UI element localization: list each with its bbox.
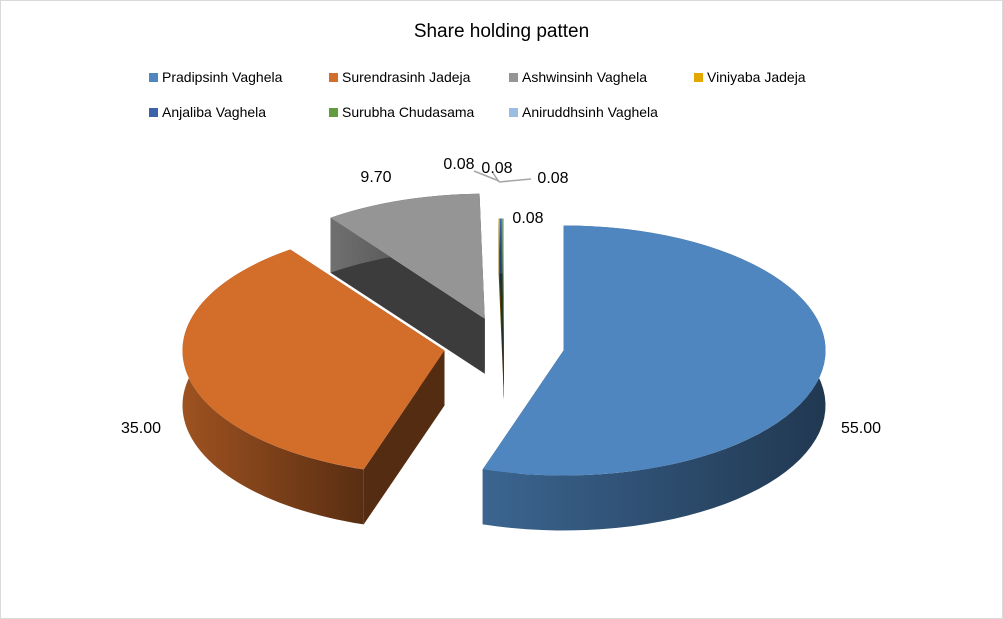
legend-item: Aniruddhsinh Vaghela [509,104,694,120]
legend-swatch [329,107,338,117]
legend-swatch [694,72,703,82]
data-label: 0.08 [512,210,543,227]
legend-item: Ashwinsinh Vaghela [509,69,694,85]
leader-line [498,178,532,183]
legend: Pradipsinh Vaghela Surendrasinh Jadeja Ash… [149,69,834,85]
data-label: 0.08 [481,160,512,177]
legend-item: Surendrasinh Jadeja [329,69,509,85]
slice-top [482,225,826,476]
legend: Anjaliba Vaghela Surubha Chudasama Anirudd… [149,104,694,120]
pie-slice [502,218,504,399]
data-label: 35.00 [121,420,161,437]
leader-line [492,172,500,183]
legend-item: Viniyaba Jadeja [694,69,834,85]
pie-slice [482,225,826,531]
pie-slice [182,249,445,525]
legend-item: Anjaliba Vaghela [149,104,329,120]
data-label: 0.08 [443,156,474,173]
legend-label: Aniruddhsinh Vaghela [522,104,658,120]
legend-label: Anjaliba Vaghela [162,104,267,120]
slice-top [182,249,445,470]
legend-label: Ashwinsinh Vaghela [522,69,648,85]
slice-top [330,193,485,319]
legend-swatch [149,72,158,82]
legend-swatch [509,107,518,117]
legend-swatch [149,107,158,117]
legend-item: Pradipsinh Vaghela [149,69,329,85]
data-label: 9.70 [360,169,391,186]
chart-title: Share holding patten [413,21,590,42]
data-label: 0.08 [537,170,568,187]
legend-label: Pradipsinh Vaghela [162,69,283,85]
legend-label: Surendrasinh Jadeja [342,69,471,85]
legend-swatch [509,72,518,82]
data-label: 55.00 [841,420,881,437]
legend-swatch [329,72,338,82]
slice-wall [363,350,445,525]
pie-slice [330,193,485,374]
leader-line [473,170,500,182]
legend-label: Viniyaba Jadeja [707,69,806,85]
slice-top [502,218,504,344]
legend-label: Surubha Chudasama [342,104,475,120]
legend-item: Surubha Chudasama [329,104,509,120]
